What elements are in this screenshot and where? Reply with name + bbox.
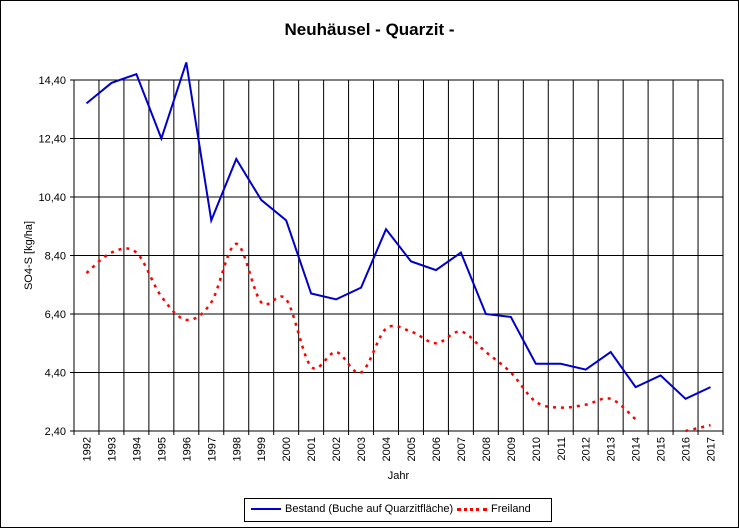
x-tick-label: 2004 (381, 437, 393, 461)
y-tick-label: 2,40 (45, 426, 66, 438)
series-line-freiland (685, 423, 711, 433)
x-tick-label: 2002 (331, 437, 343, 461)
x-tick-label: 2003 (356, 437, 368, 461)
legend-item-bestand: Bestand (Buche auf Quarzitfläche) (251, 503, 453, 515)
x-tick-label: 2007 (456, 437, 468, 461)
y-axis-title: SO4-S [kg/ha] (23, 221, 35, 290)
x-tick-label: 2005 (406, 437, 418, 461)
chart-title: Neuhäusel - Quarzit - (284, 20, 455, 39)
x-tick-label: 1994 (131, 437, 143, 461)
legend-swatch-bestand (251, 508, 281, 510)
x-tick-label: 1996 (181, 437, 193, 461)
x-tick-label: 1999 (256, 437, 268, 461)
x-tick-label: 1992 (81, 437, 93, 461)
x-tick-label: 1997 (206, 437, 218, 461)
y-tick-label: 10,40 (38, 192, 66, 204)
x-axis-title: Jahr (388, 470, 410, 482)
legend-label-bestand: Bestand (Buche auf Quarzitfläche) (285, 503, 454, 515)
x-tick-label: 2015 (656, 437, 668, 461)
legend-swatch-freiland (457, 507, 487, 511)
x-tick-label: 2011 (556, 437, 568, 461)
x-tick-label: 2012 (581, 437, 593, 461)
series-line-bestand (85, 62, 711, 401)
legend-label-freiland: Freiland (491, 503, 531, 515)
x-tick-label: 2008 (481, 437, 493, 461)
x-tick-label: 2017 (706, 437, 718, 461)
x-tick-label: 2016 (681, 437, 693, 461)
legend-item-freiland: Freiland (457, 503, 531, 515)
x-tick-label: 2014 (631, 437, 643, 461)
y-tick-label: 14,40 (38, 75, 66, 87)
x-tick-label: 1998 (231, 437, 243, 461)
y-tick-label: 6,40 (45, 309, 66, 321)
x-tick-label: 2013 (606, 437, 618, 461)
x-tick-label: 2006 (431, 437, 443, 461)
legend: Bestand (Buche auf Quarzitfläche) Freila… (244, 498, 552, 522)
x-tick-label: 2009 (506, 437, 518, 461)
x-tick-label: 1993 (106, 437, 118, 461)
y-tick-label: 8,40 (45, 251, 66, 263)
x-tick-label: 2010 (531, 437, 543, 461)
x-tick-label: 2001 (306, 437, 318, 461)
y-tick-label: 12,40 (38, 134, 66, 146)
y-tick-label: 4,40 (45, 368, 66, 380)
series-line-freiland (85, 242, 637, 421)
x-tick-label: 2000 (281, 437, 293, 461)
x-tick-label: 1995 (156, 437, 168, 461)
